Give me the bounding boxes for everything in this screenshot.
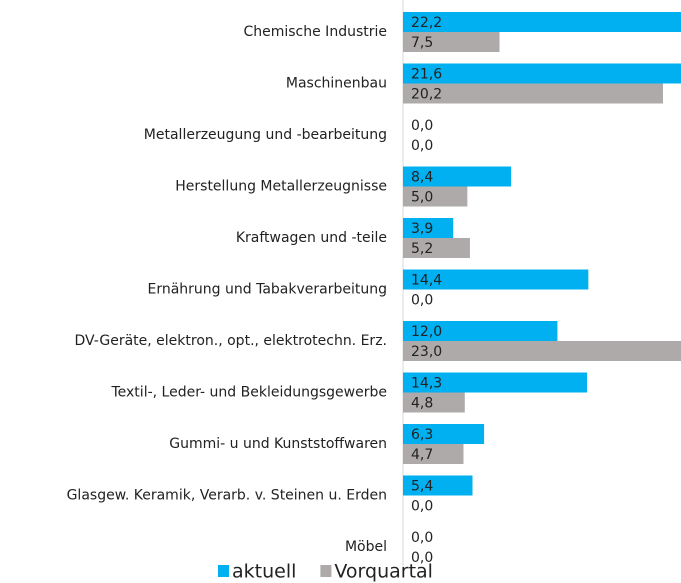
category-label: Gummi- u und Kunststoffwaren (169, 436, 387, 452)
bar (403, 341, 681, 361)
category-label: Herstellung Metallerzeugnisse (175, 179, 387, 195)
bar (403, 321, 558, 341)
bar (403, 83, 663, 104)
data-label: 5,0 (411, 190, 433, 206)
legend-label: aktuell (232, 561, 296, 583)
data-label: 0,0 (411, 550, 433, 566)
bar (403, 475, 473, 496)
bar (403, 166, 512, 187)
bar (403, 238, 470, 258)
data-label: 6,3 (411, 427, 433, 443)
data-label: 4,8 (411, 396, 433, 412)
bar (403, 12, 681, 32)
category-label: Chemische Industrie (243, 24, 387, 40)
data-label: 0,0 (411, 499, 433, 515)
data-label: 14,4 (411, 273, 442, 289)
category-label: Glasgew. Keramik, Verarb. v. Steinen u. … (67, 488, 387, 504)
bar (403, 186, 468, 207)
data-label: 4,7 (411, 447, 433, 463)
bar (403, 444, 464, 464)
data-label: 5,4 (411, 479, 433, 495)
data-label: 0,0 (411, 118, 433, 134)
category-label: Maschinenbau (286, 76, 387, 92)
legend-swatch (218, 565, 229, 577)
legend-label: Vorquartal (334, 561, 433, 583)
data-label: 5,2 (411, 241, 433, 257)
bar (403, 392, 465, 413)
category-label: Textil-, Leder- und Bekleidungsgewerbe (110, 385, 387, 401)
data-label: 0,0 (411, 138, 433, 154)
data-label: 14,3 (411, 376, 442, 392)
data-label: 7,5 (411, 35, 433, 51)
category-label: DV-Geräte, elektron., opt., elektrotechn… (75, 333, 387, 349)
data-label: 23,0 (411, 344, 442, 360)
bar (403, 269, 589, 290)
category-label: Kraftwagen und -teile (236, 230, 387, 246)
data-label: 8,4 (411, 170, 433, 186)
bar (403, 32, 500, 52)
data-label: 0,0 (411, 293, 433, 309)
bar (403, 218, 454, 238)
data-label: 22,2 (411, 15, 442, 31)
category-label: Ernährung und Tabakverarbeitung (148, 282, 388, 298)
bar (403, 424, 485, 444)
data-label: 12,0 (411, 324, 442, 340)
bar (403, 372, 588, 393)
bar (403, 63, 681, 84)
legend-swatch (320, 565, 332, 577)
data-label: 3,9 (411, 221, 433, 237)
data-label: 21,6 (411, 67, 442, 83)
data-label: 20,2 (411, 87, 442, 103)
category-label: Metallerzeugung und -bearbeitung (144, 127, 387, 143)
data-label: 0,0 (411, 530, 433, 546)
category-label: Möbel (345, 539, 387, 555)
